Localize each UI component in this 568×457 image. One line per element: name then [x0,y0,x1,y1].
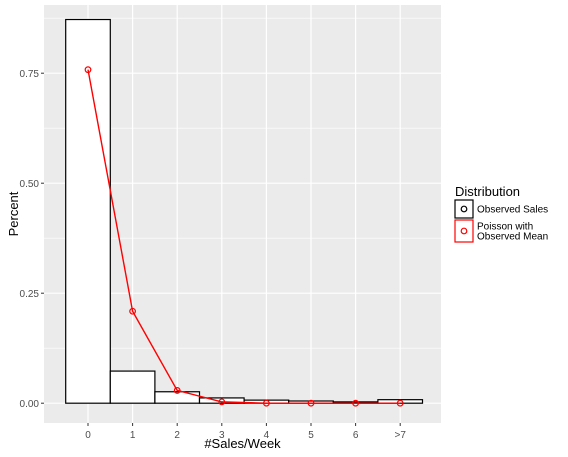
legend-label: Poisson with [477,222,533,233]
legend-label: Observed Sales [477,205,548,216]
poisson-point [173,387,181,394]
y-axis-title: Percent [6,191,21,236]
legend-key-symbol [460,205,468,213]
legend-key-symbol [460,227,468,235]
bar [109,370,156,404]
legend-key [454,219,474,243]
x-axis-title: #Sales/Week [204,436,281,451]
x-axis: 0 1 2 3 4 5 6 >7 [85,423,406,441]
x-tick-label: 5 [308,430,314,441]
x-tick-label: 0 [85,430,91,441]
poisson-point [352,399,360,407]
legend-title: Distribution [455,184,520,199]
poisson-point [307,399,315,407]
poisson-line [87,69,401,404]
bar [65,18,111,404]
legend-label: Observed Mean [477,232,548,243]
poisson-point [84,66,92,74]
y-axis: 0.00 0.25 0.50 0.75 [20,69,44,410]
x-tick-label: 1 [130,430,136,441]
x-tick-label: >7 [394,430,406,441]
legend: Distribution Observed Sales Poisson withO… [454,184,548,243]
bars [65,18,424,404]
y-tick-label: 0.50 [20,179,40,190]
y-tick-label: 0.25 [20,289,40,300]
x-tick-label: 2 [174,430,180,441]
poisson-point [218,398,226,406]
poisson-series [84,66,404,407]
x-tick-label: 3 [219,430,225,441]
y-tick-label: 0.00 [20,399,40,410]
legend-key [454,199,474,219]
poisson-point [129,307,137,315]
y-tick-label: 0.75 [20,69,40,80]
poisson-point [263,399,270,407]
x-tick-label: 4 [264,430,270,441]
x-tick-label: 6 [353,430,359,441]
legend-entry: Observed Sales [454,199,548,219]
poisson-point [396,399,404,407]
